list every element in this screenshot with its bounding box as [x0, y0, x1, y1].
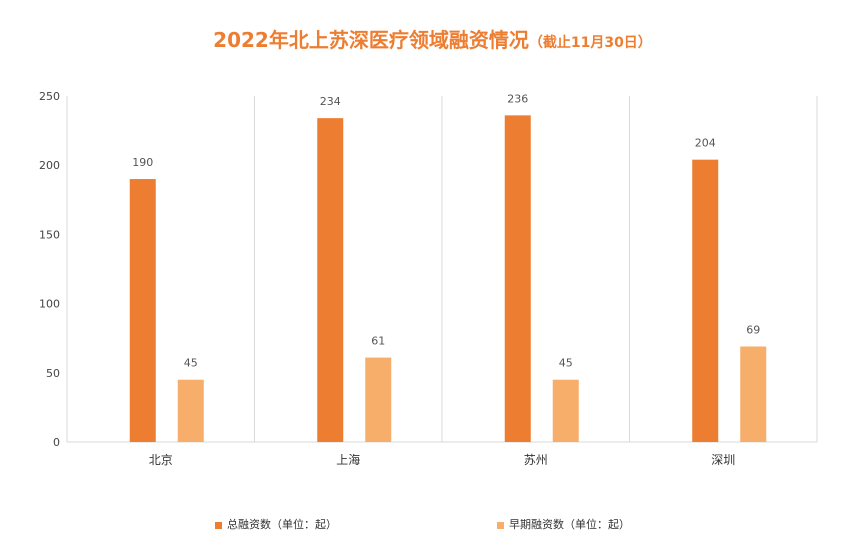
chart-subtitle: （截止11月30日） — [528, 35, 652, 51]
data-label: 190 — [132, 156, 153, 169]
data-label: 61 — [371, 335, 385, 348]
bar — [177, 379, 204, 442]
legend-label-total: 总融资数（单位：起） — [227, 518, 337, 531]
bar — [740, 346, 767, 442]
data-label: 45 — [559, 357, 573, 370]
y-tick-label: 0 — [53, 436, 60, 449]
legend-item-early: 早期融资数（单位：起） — [497, 516, 630, 532]
y-tick-label: 100 — [39, 298, 60, 311]
data-label: 204 — [695, 137, 716, 150]
bar — [504, 115, 531, 442]
x-category-label: 北京 — [149, 453, 173, 467]
y-tick-label: 50 — [46, 367, 60, 380]
legend-label-early: 早期融资数（单位：起） — [509, 518, 630, 531]
bar — [317, 118, 344, 443]
x-category-label: 上海 — [336, 452, 360, 467]
y-tick-label: 250 — [39, 90, 60, 103]
bar — [129, 179, 156, 443]
legend-item-total: 总融资数（单位：起） — [215, 516, 337, 532]
data-label: 234 — [320, 95, 341, 108]
legend-swatch-early — [497, 521, 504, 529]
chart-title: 2022年北上苏深医疗领域融资情况 — [213, 28, 529, 52]
y-tick-label: 200 — [39, 159, 60, 172]
x-category-label: 深圳 — [711, 453, 735, 467]
data-label: 236 — [507, 92, 528, 105]
bar — [692, 159, 719, 442]
bar — [552, 379, 579, 442]
legend-swatch-total — [215, 521, 222, 529]
y-tick-label: 150 — [39, 228, 60, 241]
chart-title-block: 2022年北上苏深医疗领域融资情况（截止11月30日） — [0, 24, 865, 53]
data-label: 69 — [746, 324, 760, 337]
data-label: 45 — [184, 357, 198, 370]
x-category-label: 苏州 — [524, 453, 548, 467]
bar — [365, 357, 392, 442]
